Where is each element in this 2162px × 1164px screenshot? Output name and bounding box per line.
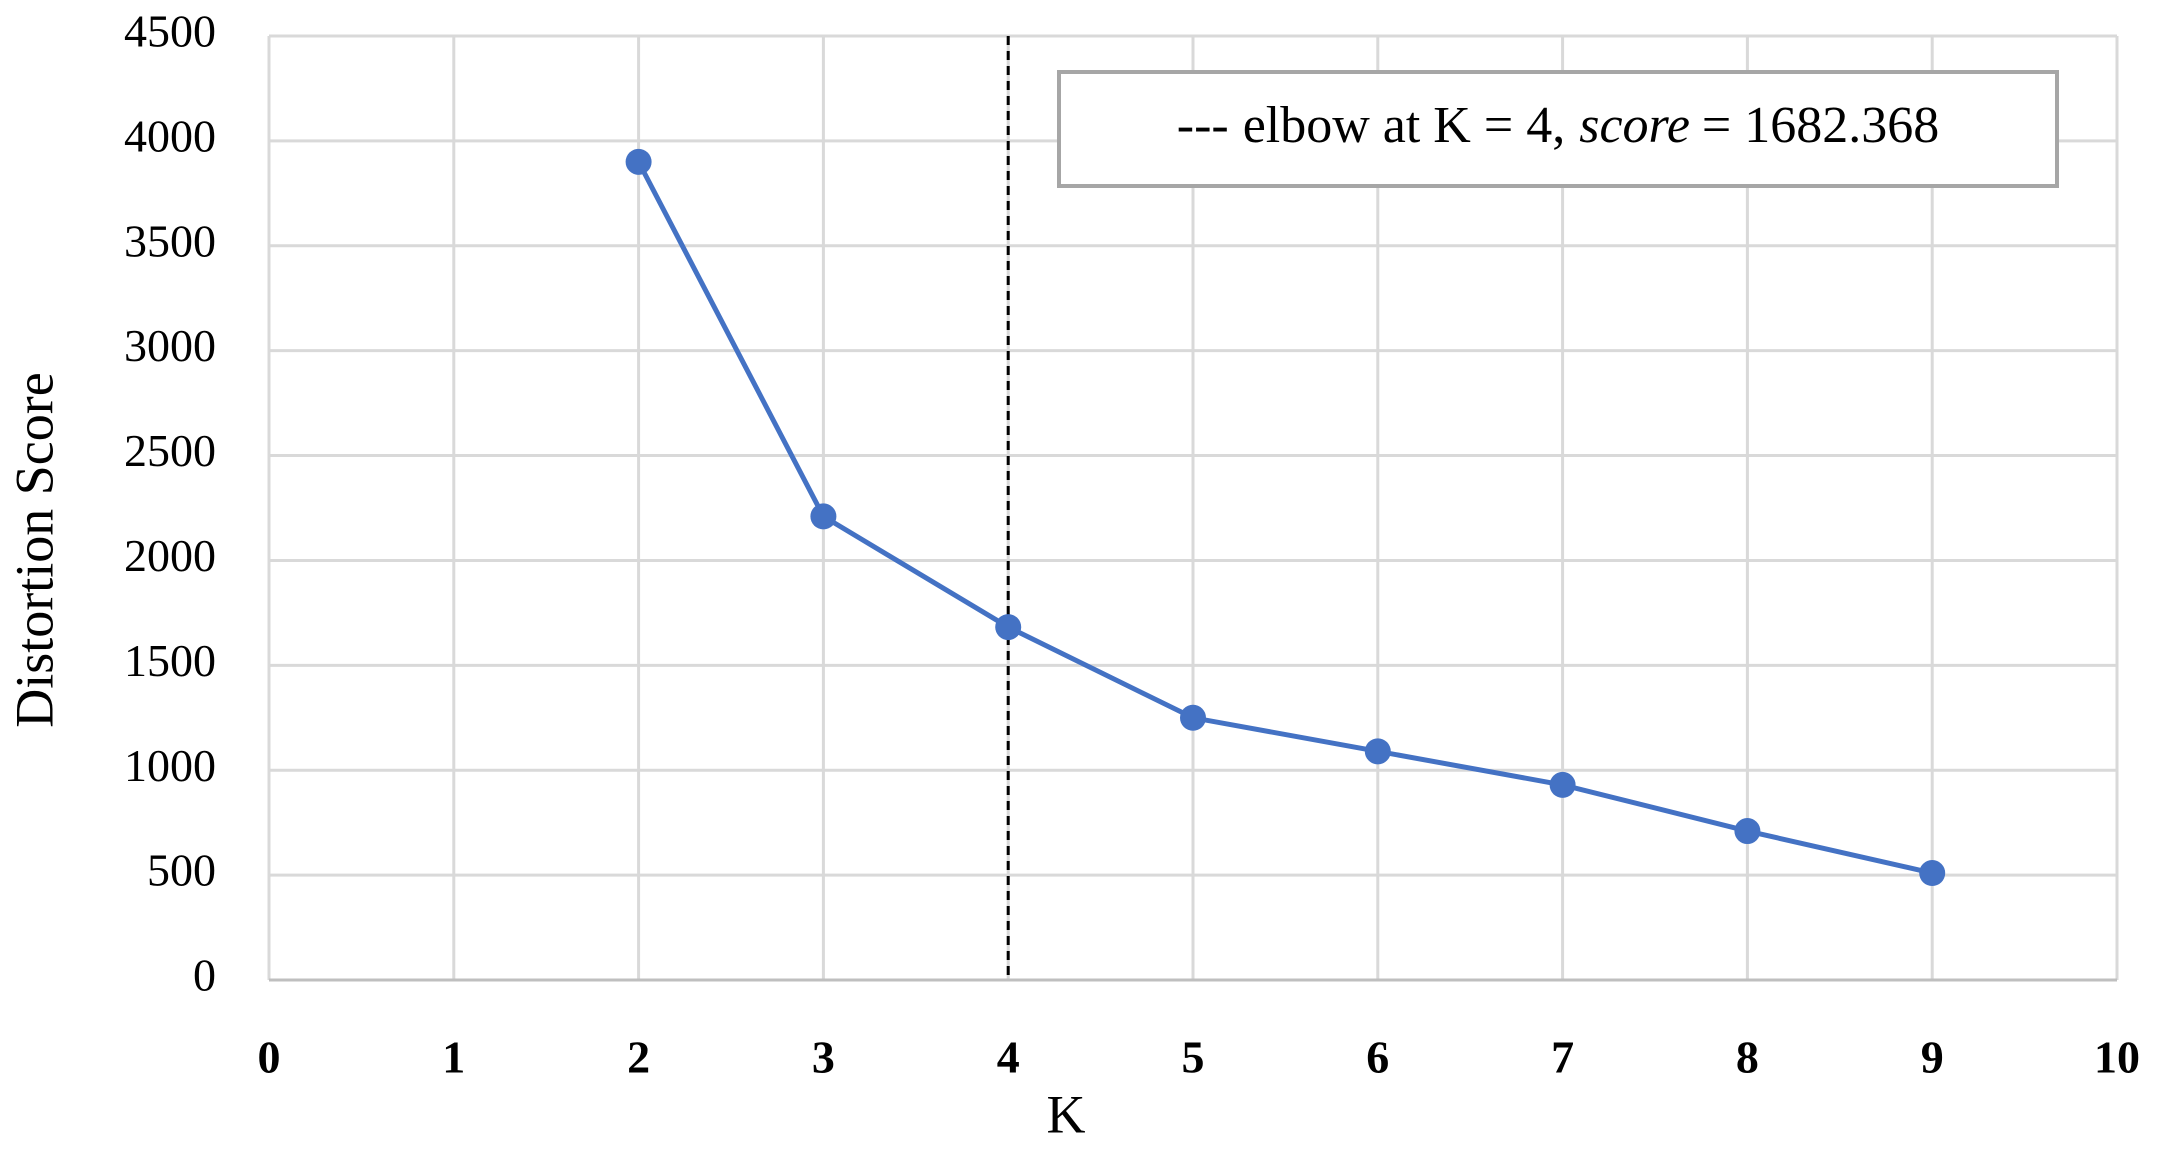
x-tick-label: 5: [1182, 1032, 1205, 1083]
annotation: --- elbow at K = 4, score = 1682.368: [1177, 97, 1939, 154]
point: [995, 614, 1022, 641]
y-tick-label: 4000: [124, 110, 216, 161]
series-line: [636, 160, 1933, 876]
x-axis-title: K: [1047, 1084, 1086, 1144]
point: [1180, 704, 1206, 731]
x-tick-label: 10: [2094, 1032, 2140, 1083]
y-tick-label: 3000: [124, 320, 216, 371]
annotation-lead: elbow at K = 4,: [1243, 97, 1566, 154]
annotation-italic: score: [1579, 97, 1690, 154]
x-tick-label: 0: [258, 1032, 281, 1083]
point: [1549, 771, 1576, 798]
y-tick-label: 2500: [124, 425, 216, 476]
x-tick-label: 3: [812, 1032, 835, 1083]
y-tick-label: 1500: [124, 635, 216, 686]
point: [1364, 738, 1391, 765]
point: [1734, 818, 1761, 845]
y-axis-title: Distortion Score: [4, 372, 64, 727]
x-tick-label: 1: [442, 1032, 465, 1083]
x-tick-label: 8: [1736, 1032, 1759, 1083]
y-tick-label: 4500: [124, 6, 216, 57]
x-tick-label: 9: [1921, 1032, 1944, 1083]
y-tick-label: 3500: [124, 215, 216, 266]
annotation-box: [1057, 70, 2059, 188]
annotation-dash: ---: [1177, 97, 1229, 154]
y-tick-label: 2000: [124, 530, 216, 581]
y-tick-label: 1000: [124, 740, 216, 791]
y-tick-label: 0: [193, 950, 216, 1001]
x-tick-label: 4: [997, 1032, 1020, 1083]
annotation-tail: = 1682.368: [1702, 97, 1939, 154]
y-tick-label: 500: [147, 845, 216, 896]
x-tick-label: 6: [1366, 1032, 1389, 1083]
point: [625, 148, 652, 175]
x-tick-label: 2: [627, 1032, 650, 1083]
x-tick-label: 7: [1551, 1032, 1574, 1083]
point: [810, 503, 837, 530]
point: [1919, 860, 1946, 887]
